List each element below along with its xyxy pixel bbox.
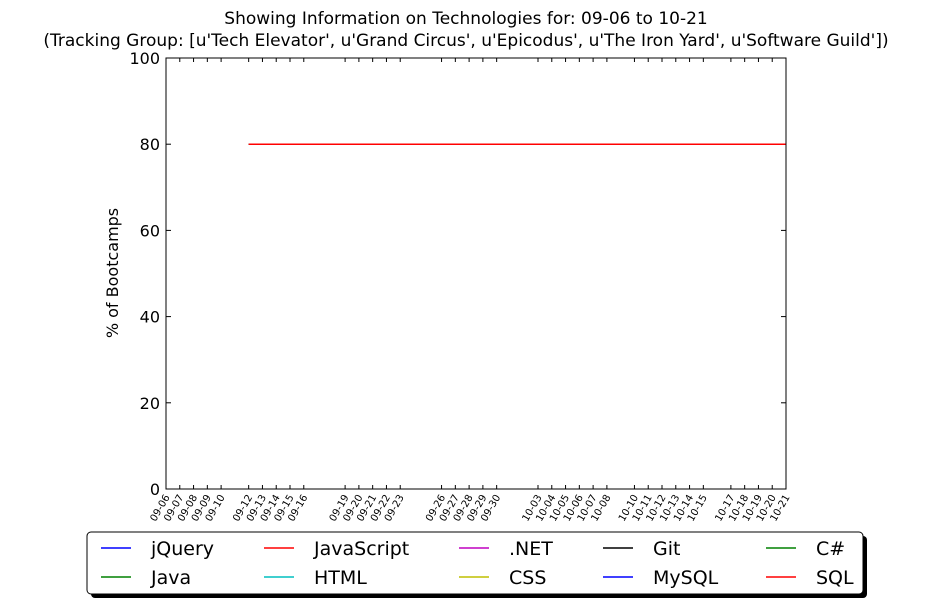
legend-items: jQuery Java JavaScript HTML .NET CSS Git MySQL C…: [101, 538, 854, 589]
y-tick-label: 60: [140, 221, 160, 240]
legend-entry: Git: [653, 538, 680, 560]
legend-entry: C#: [816, 538, 845, 560]
y-tick-label: 0: [150, 480, 160, 499]
y-axis-label: % of Bootcamps: [103, 208, 122, 338]
legend: jQuery Java JavaScript HTML .NET CSS Git MySQL C…: [86, 531, 867, 598]
legend-entry: MySQL: [653, 567, 719, 589]
legend-entry: jQuery: [150, 538, 214, 560]
y-tick-label: 20: [140, 394, 160, 413]
y-tick-label: 40: [140, 308, 160, 327]
legend-entry: CSS: [509, 567, 546, 589]
legend-entry: .NET: [509, 538, 553, 560]
chart-title: Showing Information on Technologies for:…: [224, 9, 707, 29]
y-axis: 0 20 40 60 80 100: [129, 49, 786, 499]
chart-subtitle: (Tracking Group: [u'Tech Elevator', u'Gr…: [43, 31, 888, 51]
legend-entry: Java: [150, 567, 191, 589]
legend-entry: JavaScript: [313, 538, 409, 560]
plot-frame: [165, 57, 787, 490]
legend-entry: SQL: [816, 567, 854, 589]
legend-entry: HTML: [314, 567, 367, 589]
y-tick-label: 80: [140, 135, 160, 154]
y-tick-label: 100: [129, 49, 160, 68]
